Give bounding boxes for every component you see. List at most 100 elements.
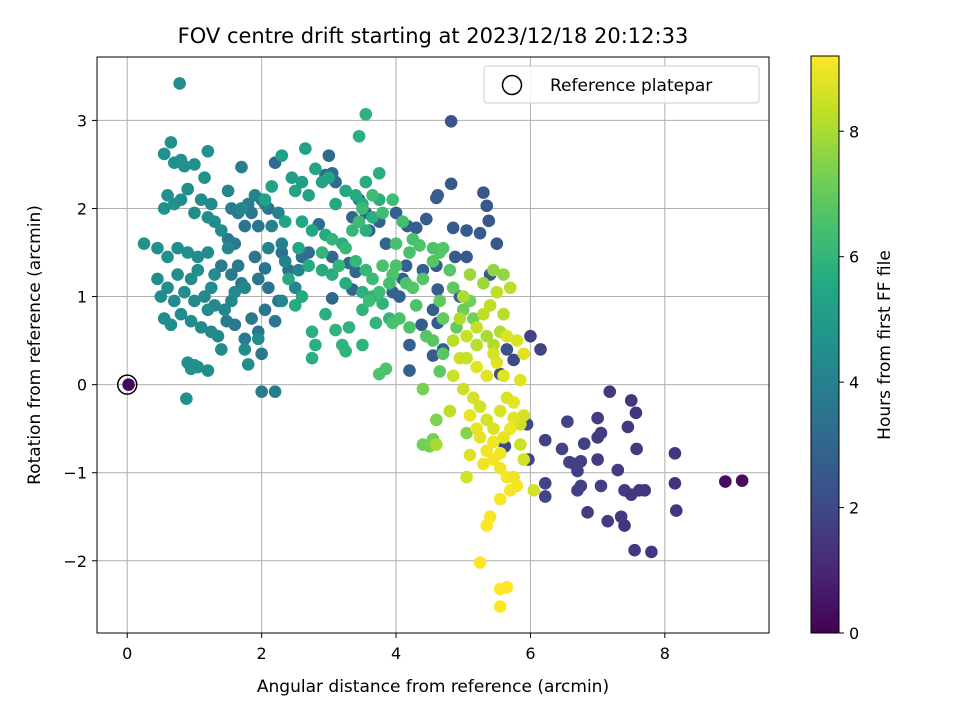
data-point [426,303,440,317]
y-tick-label: −1 [63,464,87,483]
data-point [460,426,473,440]
data-point [171,241,184,255]
data-point [735,474,749,487]
data-point [630,442,643,456]
data-point [403,364,416,377]
data-point [319,307,332,321]
data-point [262,281,275,295]
data-point [325,250,339,264]
data-point [416,272,430,286]
data-point [483,299,497,312]
data-point [359,263,373,277]
data-point [470,338,483,352]
data-point [275,149,289,162]
data-point [181,246,195,259]
data-point [403,246,416,259]
data-point [389,259,403,273]
data-point [288,299,302,312]
x-tick-label: 0 [122,644,132,663]
data-point [268,314,282,328]
data-point [275,237,289,251]
data-point [362,294,376,308]
data-point [436,347,450,361]
data-point [433,294,447,308]
data-point [668,476,682,490]
data-point [278,215,292,228]
data-point [668,447,682,460]
data-point [500,343,514,356]
data-point [356,338,369,352]
data-point [201,144,215,158]
data-point [221,241,235,255]
data-point [446,221,460,235]
data-point [601,514,615,528]
data-point [415,318,428,332]
data-point [322,171,336,184]
data-point [315,246,329,259]
data-point [356,285,369,299]
data-point [497,431,510,444]
data-point [443,404,457,418]
data-point [220,314,233,328]
data-point [470,360,483,374]
x-tick-label: 8 [660,644,670,663]
data-point [389,206,403,220]
data-point [171,268,184,281]
data-point [349,188,363,202]
data-point [487,338,500,352]
data-point [174,307,188,321]
data-point [164,318,178,332]
data-point [456,290,470,303]
data-point [325,233,339,246]
data-point [188,206,201,220]
data-point [503,281,517,295]
data-point [490,237,504,251]
data-point [194,193,208,206]
data-point [463,409,477,422]
data-point [611,463,625,477]
data-point [487,347,500,361]
data-point [265,180,279,193]
data-point [477,307,490,321]
data-point [305,224,319,237]
data-point [235,202,248,215]
data-point [339,241,352,255]
data-point [480,444,494,457]
data-point [198,290,211,303]
data-point [510,334,524,347]
data-point [436,241,450,255]
data-point [473,400,487,413]
data-point [487,435,500,449]
data-point [292,263,305,277]
data-point [594,479,608,493]
data-point [369,316,383,330]
x-axis-label: Angular distance from reference (arcmin) [257,677,609,697]
y-tick-label: 3 [77,111,87,130]
data-point [302,188,315,202]
data-point [228,285,242,299]
data-point [349,265,363,279]
colorbar-tick-label: 0 [849,624,859,643]
data-point [436,312,450,325]
data-point [376,297,389,310]
data-point [366,188,379,202]
colorbar [810,55,840,634]
data-point [251,332,265,346]
x-axis: 0 2 4 6 8 [122,633,670,663]
data-point [456,382,470,396]
data-point [322,149,336,162]
chart-title: FOV centre drift starting at 2023/12/18 … [178,24,689,48]
data-point [444,177,458,191]
data-point [332,259,346,273]
data-point [477,277,490,290]
data-point [503,422,517,435]
data-point [470,321,483,334]
data-point [191,250,205,264]
data-point [278,255,292,268]
data-point [211,329,225,343]
data-point [446,334,460,347]
data-point [487,263,500,277]
data-point [524,329,537,343]
data-point [567,457,581,471]
data-point [188,158,201,171]
